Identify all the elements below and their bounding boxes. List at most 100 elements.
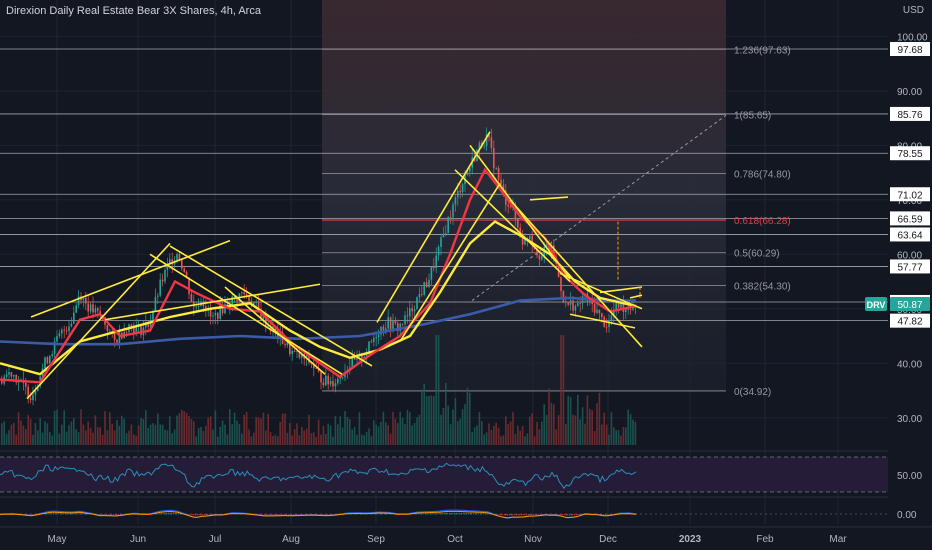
macd-histogram-bar: [266, 514, 268, 515]
macd-histogram-bar: [259, 514, 261, 515]
trendline: [509, 199, 643, 348]
candle-body: [5, 374, 8, 377]
volume-bar: [478, 411, 481, 445]
time-axis-tick-label: Oct: [447, 534, 463, 545]
candle-body: [625, 309, 627, 312]
last-price-symbol: DRV: [867, 300, 886, 310]
candle-body: [373, 338, 375, 342]
volume-bar: [449, 424, 452, 445]
candle-body: [25, 382, 27, 387]
macd-histogram-bar: [100, 514, 103, 515]
volume-bar: [526, 433, 529, 445]
candle-body: [233, 296, 236, 298]
candle-body: [569, 300, 572, 305]
volume-bar: [13, 422, 15, 445]
volume-bar: [356, 434, 358, 445]
volume-bar: [25, 429, 27, 445]
candle-body: [490, 137, 493, 148]
rsi-axis-label: 50.00: [897, 471, 922, 482]
volume-bar: [286, 432, 289, 445]
volume-bar: [197, 427, 200, 445]
candle-body: [231, 296, 233, 307]
volume-bar: [337, 424, 339, 445]
candle-body: [157, 295, 159, 297]
time-axis-tick-label: Mar: [829, 534, 847, 545]
macd-histogram-bar: [304, 514, 307, 515]
volume-bar: [373, 420, 375, 445]
volume-bar: [490, 429, 493, 445]
macd-histogram-bar: [208, 514, 211, 515]
candle-body: [44, 357, 46, 369]
macd-histogram-bar: [62, 513, 64, 515]
trendline: [104, 283, 321, 321]
volume-bar: [87, 421, 89, 445]
macd-histogram-bar: [256, 514, 259, 515]
macd-histogram-bar: [465, 512, 468, 515]
volume-bar: [140, 417, 142, 445]
macd-histogram-bar: [386, 513, 388, 515]
candle-body: [435, 255, 437, 269]
price-level-value: 71.02: [897, 190, 922, 201]
volume-bar: [111, 423, 113, 445]
macd-histogram-bar: [571, 514, 573, 516]
macd-histogram-bar: [67, 513, 69, 515]
volume-bar: [440, 414, 442, 445]
candle-body: [49, 355, 51, 364]
candle-body: [605, 326, 608, 328]
candle-body: [181, 260, 183, 269]
candle-body: [8, 372, 10, 375]
volume-bar: [461, 409, 464, 445]
candle-body: [97, 308, 99, 311]
candle-body: [185, 271, 188, 278]
candle-body: [332, 380, 334, 387]
volume-bar: [101, 434, 104, 445]
volume-bar: [385, 422, 387, 445]
macd-histogram-bar: [381, 513, 384, 515]
macd-histogram-bar: [511, 514, 513, 516]
volume-bar: [238, 423, 241, 445]
macd-histogram-bar: [480, 513, 482, 515]
candle-body: [68, 326, 70, 332]
candle-body: [334, 383, 337, 387]
volume-bar: [555, 429, 557, 445]
volume-bar: [233, 412, 236, 445]
volume-bar: [524, 436, 526, 445]
candle-body: [176, 253, 178, 261]
volume-bar: [85, 430, 87, 445]
macd-histogram-bar: [52, 513, 55, 515]
macd-histogram-bar: [74, 513, 76, 515]
macd-histogram-bar: [168, 512, 170, 515]
candle-body: [212, 315, 214, 317]
volume-bar: [125, 433, 128, 445]
candle-body: [565, 301, 567, 303]
volume-bar: [169, 416, 171, 445]
volume-bar: [130, 424, 133, 445]
candle-body: [113, 331, 116, 340]
candle-body: [147, 322, 149, 327]
symbol-title[interactable]: Direxion Daily Real Estate Bear 3X Share…: [6, 5, 261, 17]
candle-body: [553, 245, 555, 258]
price-level-badge: [890, 313, 930, 328]
last-price-badge: [890, 297, 930, 312]
macd-histogram-bar: [108, 514, 110, 515]
volume-bar: [425, 396, 428, 445]
volume-bar: [22, 425, 25, 445]
volume-bar: [632, 419, 634, 445]
volume-bar: [454, 398, 457, 445]
volume-bar: [574, 415, 577, 445]
volume-bar: [620, 435, 622, 445]
macd-histogram-bar: [424, 513, 427, 515]
volume-bar: [281, 413, 284, 445]
fib-level-label: 0.618(66.28): [734, 216, 791, 227]
macd-histogram-bar: [55, 513, 57, 515]
candle-body: [524, 238, 526, 245]
volume-bar: [358, 412, 361, 445]
volume-bar: [502, 435, 505, 445]
volume-bar: [334, 415, 337, 445]
volume-bar: [622, 427, 625, 445]
macd-histogram-bar: [444, 512, 446, 515]
macd-histogram-bar: [211, 514, 213, 515]
macd-histogram-bar: [520, 514, 523, 516]
macd-histogram-bar: [600, 514, 602, 515]
